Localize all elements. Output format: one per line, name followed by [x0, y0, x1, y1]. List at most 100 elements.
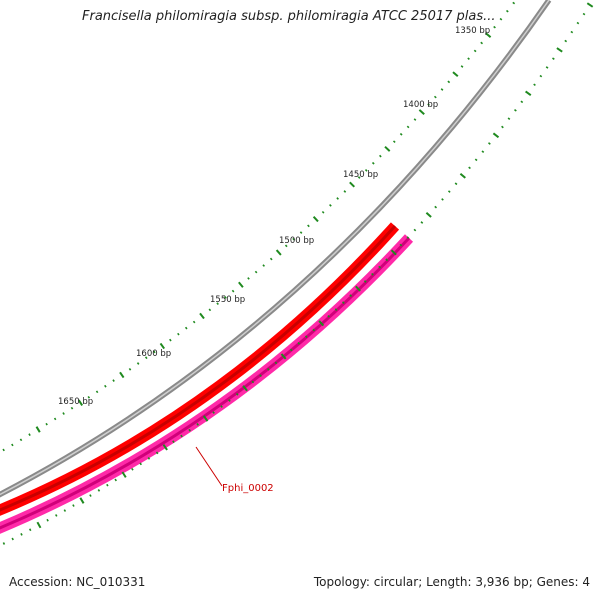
minor-tick: [228, 399, 231, 402]
minor-tick: [371, 272, 374, 276]
minor-tick: [155, 451, 159, 455]
minor-tick: [284, 244, 288, 248]
minor-tick: [172, 440, 175, 444]
minor-tick: [28, 433, 31, 437]
minor-tick: [473, 49, 477, 53]
minor-tick: [514, 108, 517, 112]
minor-tick: [95, 390, 99, 394]
forward-cds-arc-core: [0, 224, 397, 512]
outer-tick-ring: [2, 1, 516, 452]
minor-tick: [2, 542, 6, 545]
major-tick: [349, 181, 356, 188]
minor-tick: [224, 296, 227, 299]
minor-tick: [406, 125, 410, 129]
minor-tick: [53, 417, 57, 421]
minor-tick: [539, 74, 543, 78]
accession-text: Accession: NC_010331: [9, 575, 146, 589]
minor-tick: [488, 142, 491, 145]
minor-tick: [192, 320, 196, 324]
major-tick: [312, 216, 319, 223]
minor-tick: [447, 190, 451, 193]
minor-tick: [45, 422, 48, 426]
minor-tick: [576, 21, 580, 25]
major-tick: [238, 281, 244, 288]
major-tick: [384, 145, 391, 152]
major-tick: [452, 71, 459, 78]
minor-tick: [247, 277, 250, 280]
major-tick: [36, 521, 42, 529]
minor-tick: [336, 197, 339, 200]
minor-tick: [334, 308, 338, 311]
backbone-ring: [0, 0, 552, 498]
minor-tick: [481, 150, 485, 154]
minor-tick: [136, 362, 140, 365]
scale-label: 1600 bp: [136, 349, 171, 359]
minor-tick: [363, 280, 367, 283]
minor-tick: [399, 132, 403, 136]
minor-tick: [266, 367, 270, 371]
minor-tick: [131, 467, 134, 471]
minor-tick: [493, 25, 496, 29]
minor-tick: [106, 483, 109, 487]
minor-tick: [447, 80, 451, 84]
minor-tick: [262, 264, 266, 267]
minor-tick: [112, 379, 115, 382]
minor-tick: [385, 258, 389, 262]
minor-tick: [177, 332, 180, 336]
minor-tick: [196, 423, 199, 426]
minor-tick: [144, 356, 148, 360]
minor-tick: [188, 428, 191, 432]
minor-tick: [460, 65, 464, 68]
gene-label[interactable]: Fphi_0002: [222, 483, 274, 494]
minor-tick: [364, 169, 368, 172]
minor-tick: [307, 224, 310, 228]
minor-tick: [413, 118, 417, 121]
minor-tick: [379, 154, 382, 158]
major-tick: [556, 47, 563, 53]
minor-tick: [304, 335, 308, 339]
minor-tick: [28, 528, 32, 532]
minor-tick: [297, 341, 301, 345]
major-tick: [485, 32, 492, 38]
minor-tick: [254, 270, 258, 274]
minor-tick: [582, 12, 586, 16]
minor-tick: [321, 210, 325, 214]
minor-tick: [259, 374, 262, 378]
scale-label: 1400 bp: [403, 100, 438, 110]
major-tick: [159, 342, 166, 350]
minor-tick: [72, 504, 75, 507]
major-tick: [199, 312, 205, 320]
minor-tick: [570, 30, 574, 34]
minor-tick: [349, 294, 353, 297]
minor-tick: [433, 95, 437, 99]
major-tick: [162, 444, 168, 451]
scale-label: 1500 bp: [279, 236, 314, 246]
minor-tick: [208, 308, 212, 312]
minor-tick: [342, 301, 345, 304]
scale-label: 1350 bp: [455, 26, 490, 36]
major-tick: [242, 385, 248, 392]
minor-tick: [235, 393, 239, 396]
minor-tick: [97, 489, 101, 492]
minor-tick: [63, 509, 67, 512]
minor-tick: [184, 326, 188, 330]
minor-tick: [501, 125, 504, 129]
major-tick: [121, 471, 127, 478]
minor-tick: [70, 406, 74, 410]
major-tick: [425, 211, 432, 218]
minor-tick: [169, 338, 172, 342]
scale-labels: 1350 bp 1400 bp 1450 bp 1500 bp 1550 bp …: [58, 26, 490, 407]
minor-tick: [371, 161, 375, 165]
minor-tick: [499, 17, 503, 21]
scale-label: 1450 bp: [343, 170, 378, 180]
minor-tick: [427, 103, 430, 106]
minor-tick: [327, 315, 330, 318]
minor-tick: [512, 1, 516, 5]
minor-tick: [289, 348, 293, 352]
minor-tick: [505, 9, 509, 13]
minor-tick: [212, 411, 215, 414]
minor-tick: [399, 243, 403, 247]
minor-tick: [55, 514, 58, 517]
gene-label-leader: [195, 446, 223, 487]
